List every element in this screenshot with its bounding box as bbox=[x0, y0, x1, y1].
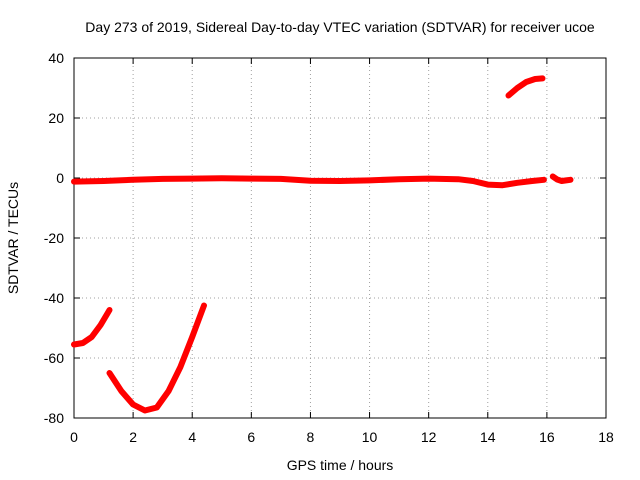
x-tick-label: 10 bbox=[362, 429, 378, 445]
grid-lines bbox=[74, 58, 606, 418]
y-axis-title: SDTVAR / TECUs bbox=[5, 182, 21, 294]
y-tick-label: -60 bbox=[44, 350, 64, 366]
x-tick-label: 14 bbox=[480, 429, 496, 445]
x-tick-label: 16 bbox=[539, 429, 555, 445]
x-tick-label: 6 bbox=[247, 429, 255, 445]
series-line-bowl-arc bbox=[106, 302, 207, 414]
y-tick-label: 20 bbox=[48, 110, 64, 126]
series-line-end-noise bbox=[549, 173, 574, 184]
x-tick-label: 2 bbox=[129, 429, 137, 445]
y-tick-label: 40 bbox=[48, 50, 64, 66]
x-axis-title: GPS time / hours bbox=[287, 457, 394, 473]
series-line-early-arc bbox=[71, 307, 113, 348]
y-tick-label: -40 bbox=[44, 290, 64, 306]
y-tick-label: 0 bbox=[56, 170, 64, 186]
y-tick-label: -80 bbox=[44, 410, 64, 426]
x-tick-label: 8 bbox=[307, 429, 315, 445]
x-tick-label: 4 bbox=[188, 429, 196, 445]
x-tick-label: 12 bbox=[421, 429, 437, 445]
series-line-main-baseline bbox=[71, 175, 547, 189]
axis-ticks: 0 2 4 6 8 10 12 14 16 18 -80 -60 -40 -20 0 20 40 bbox=[44, 50, 614, 445]
x-tick-label: 18 bbox=[598, 429, 614, 445]
series-line-late-high-arc bbox=[505, 75, 546, 99]
data-series bbox=[71, 75, 574, 414]
chart-title: Day 273 of 2019, Sidereal Day-to-day VTE… bbox=[85, 19, 595, 35]
x-tick-label: 0 bbox=[70, 429, 78, 445]
y-tick-label: -20 bbox=[44, 230, 64, 246]
